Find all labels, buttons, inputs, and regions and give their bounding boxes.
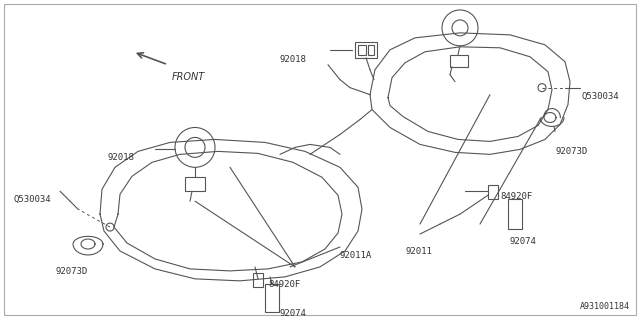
Text: 92018: 92018 [108,153,135,162]
Bar [488,185,498,199]
Text: 92018: 92018 [280,55,307,64]
Text: Q530034: Q530034 [582,92,620,100]
Text: Q530034: Q530034 [14,195,52,204]
Text: 92074: 92074 [510,237,537,246]
Bar [355,42,377,58]
Bar [253,273,263,287]
Bar [265,284,279,312]
Bar [450,55,468,67]
Text: 84920F: 84920F [268,280,300,289]
Text: 92073D: 92073D [555,148,588,156]
Bar [508,199,522,229]
Text: 84920F: 84920F [500,192,532,201]
Text: 92074: 92074 [280,309,307,318]
Bar [358,45,366,55]
Bar [368,45,374,55]
Text: 92073D: 92073D [55,267,87,276]
Text: 92011: 92011 [405,247,432,256]
Text: FRONT: FRONT [172,72,205,82]
Bar [185,177,205,191]
Text: A931001184: A931001184 [580,302,630,311]
Text: 92011A: 92011A [340,251,372,260]
